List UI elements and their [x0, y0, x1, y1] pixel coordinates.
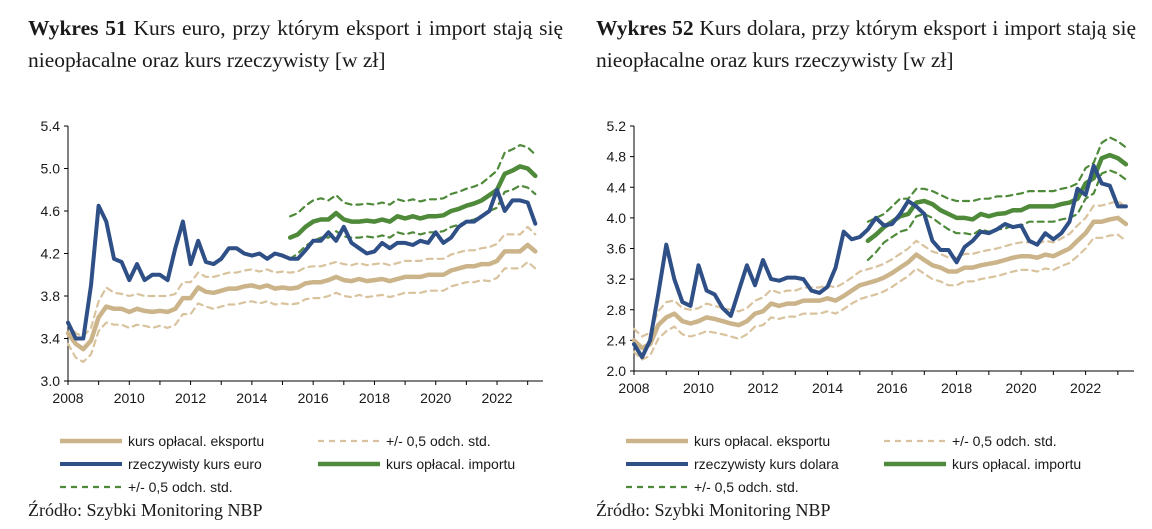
y-tick-label: 3.4 — [41, 331, 61, 347]
series-line-actual — [632, 163, 1128, 360]
y-tick-label: 3.6 — [607, 241, 627, 257]
series-line-import-upper — [289, 144, 537, 218]
y-tick-label: 3.0 — [41, 373, 61, 389]
series-line-export-lower — [632, 233, 1128, 361]
x-tick-label: 2022 — [1070, 380, 1101, 396]
legend-label-export: kurs opłacal. eksportu — [128, 433, 264, 449]
legend-label-actual: rzeczywisty kurs euro — [128, 456, 262, 472]
x-tick-label: 2018 — [941, 380, 972, 396]
chart-panel-dollar: Wykres 52 Kurs dolara, przy którym ekspo… — [576, 0, 1152, 529]
legend-label-band-export: +/- 0,5 odch. std. — [386, 433, 491, 449]
legend-label-export: kurs opłacal. eksportu — [694, 433, 830, 449]
legend-label-import: kurs opłacal. importu — [952, 456, 1081, 472]
y-tick-label: 4.4 — [607, 179, 627, 195]
y-tick-label: 2.4 — [607, 332, 627, 348]
x-tick-label: 2014 — [812, 380, 843, 396]
series-line-export — [631, 215, 1129, 351]
x-tick-label: 2012 — [175, 390, 206, 406]
chart-title-text: Kurs dolara, przy którym eksport i impor… — [596, 16, 1136, 72]
x-tick-label: 2012 — [747, 380, 778, 396]
series-line-import — [865, 152, 1129, 244]
y-tick-label: 2.0 — [607, 363, 627, 379]
x-tick-label: 2022 — [481, 390, 512, 406]
y-tick-label: 4.2 — [41, 246, 61, 262]
chart-source: Źródło: Szybki Monitoring NBP — [28, 500, 263, 520]
chart-title: Wykres 51 Kurs euro, przy którym eksport… — [28, 12, 563, 76]
chart-source: Źródło: Szybki Monitoring NBP — [596, 500, 831, 520]
series-line-actual — [66, 187, 538, 341]
x-tick-label: 2008 — [618, 380, 649, 396]
chart-euro: 3.0 3.4 3.8 4.2 4.6 5.0 5.4 2008 2010 2012 2014 201… — [41, 118, 543, 495]
series-line-import — [287, 164, 538, 240]
x-tick-label: 2014 — [236, 390, 267, 406]
legend-label-import: kurs opłacal. importu — [386, 456, 515, 472]
chart-title-text: Kurs euro, przy którym eksport i import … — [28, 16, 563, 72]
legend-label-band-import: +/- 0,5 odch. std. — [128, 479, 233, 495]
y-tick-label: 5.4 — [41, 118, 61, 134]
chart-panel-euro: Wykres 51 Kurs euro, przy którym eksport… — [28, 12, 563, 520]
y-tick-label: 4.6 — [41, 203, 61, 219]
y-tick-label: 3.2 — [607, 271, 627, 287]
series-line-export-lower — [66, 260, 537, 363]
x-tick-label: 2020 — [1006, 380, 1037, 396]
chart-dollar: 2.0 2.4 2.8 3.2 3.6 4.0 4.4 4.8 5.2 2008 2010 2012 2… — [607, 118, 1134, 495]
x-tick-label: 2008 — [52, 390, 83, 406]
y-tick-label: 2.8 — [607, 302, 627, 318]
y-tick-label: 5.2 — [607, 118, 627, 134]
x-tick-label: 2016 — [298, 390, 329, 406]
y-tick-label: 4.8 — [607, 149, 627, 165]
x-tick-label: 2018 — [359, 390, 390, 406]
chart-title: Wykres 52 Kurs dolara, przy którym ekspo… — [596, 12, 1136, 76]
legend-label-band-export: +/- 0,5 odch. std. — [952, 433, 1057, 449]
series-line-export-upper — [66, 225, 537, 338]
y-tick-label: 3.8 — [41, 288, 61, 304]
series-line-import-upper — [866, 136, 1128, 223]
legend-label-band-import: +/- 0,5 odch. std. — [694, 479, 799, 495]
x-tick-label: 2010 — [683, 380, 714, 396]
chart-number: Wykres 52 — [596, 16, 694, 40]
y-tick-label: 4.0 — [607, 210, 627, 226]
chart-number: Wykres 51 — [28, 16, 127, 40]
series-line-export — [65, 242, 538, 352]
x-tick-label: 2016 — [876, 380, 907, 396]
x-tick-label: 2020 — [420, 390, 451, 406]
legend-label-actual: rzeczywisty kurs dolara — [694, 456, 839, 472]
y-tick-label: 5.0 — [41, 161, 61, 177]
x-tick-label: 2010 — [114, 390, 145, 406]
series-line-export-upper — [632, 199, 1128, 338]
